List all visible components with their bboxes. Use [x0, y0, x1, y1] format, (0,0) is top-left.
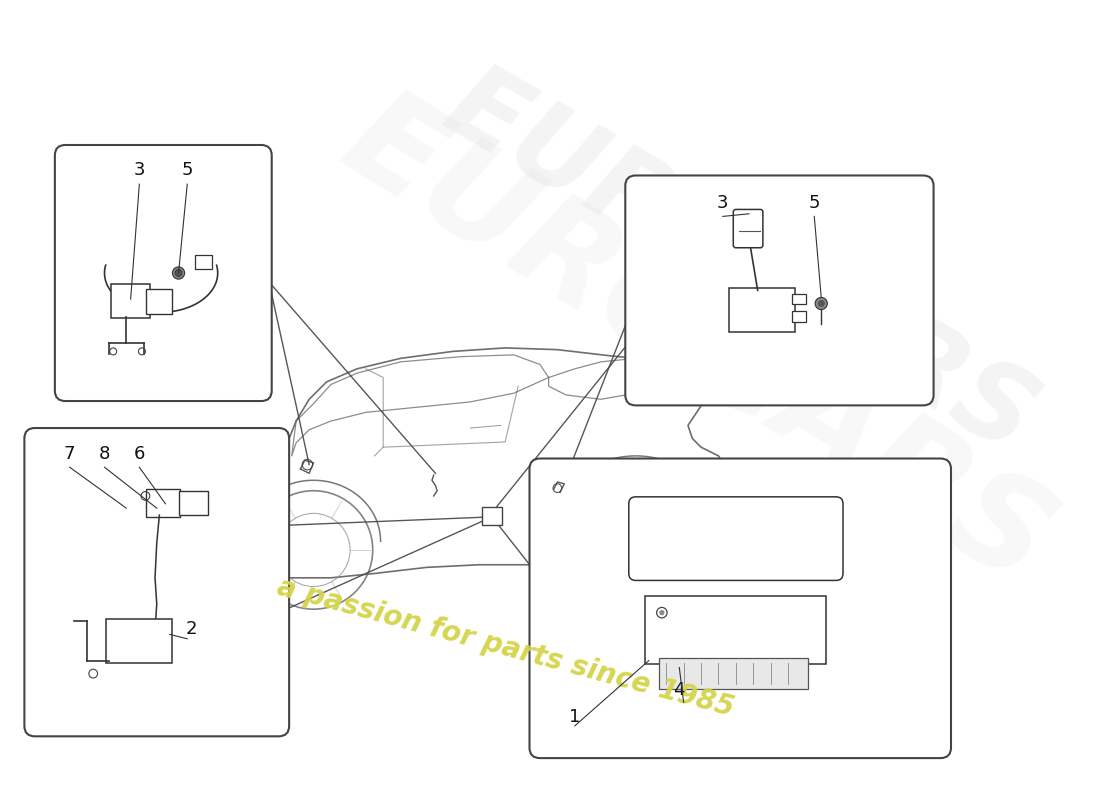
Text: 7: 7: [64, 445, 76, 462]
FancyBboxPatch shape: [195, 254, 212, 269]
Text: 1: 1: [569, 707, 581, 726]
FancyBboxPatch shape: [734, 210, 763, 248]
FancyBboxPatch shape: [111, 284, 150, 318]
FancyBboxPatch shape: [629, 497, 843, 581]
FancyBboxPatch shape: [482, 507, 503, 525]
FancyBboxPatch shape: [625, 175, 934, 406]
FancyBboxPatch shape: [178, 490, 208, 515]
Text: 5: 5: [808, 194, 820, 212]
Text: 5: 5: [182, 162, 192, 179]
Text: a passion for parts since 1985: a passion for parts since 1985: [274, 573, 737, 722]
Text: 8: 8: [99, 445, 110, 462]
Circle shape: [173, 267, 185, 279]
Text: 6: 6: [134, 445, 145, 462]
Circle shape: [815, 298, 827, 310]
Text: 4: 4: [673, 682, 685, 699]
FancyBboxPatch shape: [792, 294, 806, 304]
FancyBboxPatch shape: [729, 288, 795, 332]
Circle shape: [175, 270, 182, 277]
FancyBboxPatch shape: [55, 145, 272, 401]
FancyBboxPatch shape: [792, 311, 806, 322]
FancyBboxPatch shape: [107, 618, 173, 663]
Text: EUROCARS: EUROCARS: [427, 53, 1054, 476]
Text: EUROCARS: EUROCARS: [321, 75, 1072, 610]
FancyBboxPatch shape: [24, 428, 289, 736]
Text: 2: 2: [186, 621, 197, 638]
FancyBboxPatch shape: [646, 596, 826, 664]
Text: 3: 3: [717, 194, 728, 212]
FancyBboxPatch shape: [529, 458, 952, 758]
Polygon shape: [196, 489, 278, 513]
Circle shape: [659, 610, 664, 615]
Circle shape: [817, 300, 825, 307]
FancyBboxPatch shape: [146, 289, 172, 314]
Text: 3: 3: [133, 162, 145, 179]
FancyBboxPatch shape: [659, 658, 808, 690]
FancyBboxPatch shape: [146, 489, 180, 517]
